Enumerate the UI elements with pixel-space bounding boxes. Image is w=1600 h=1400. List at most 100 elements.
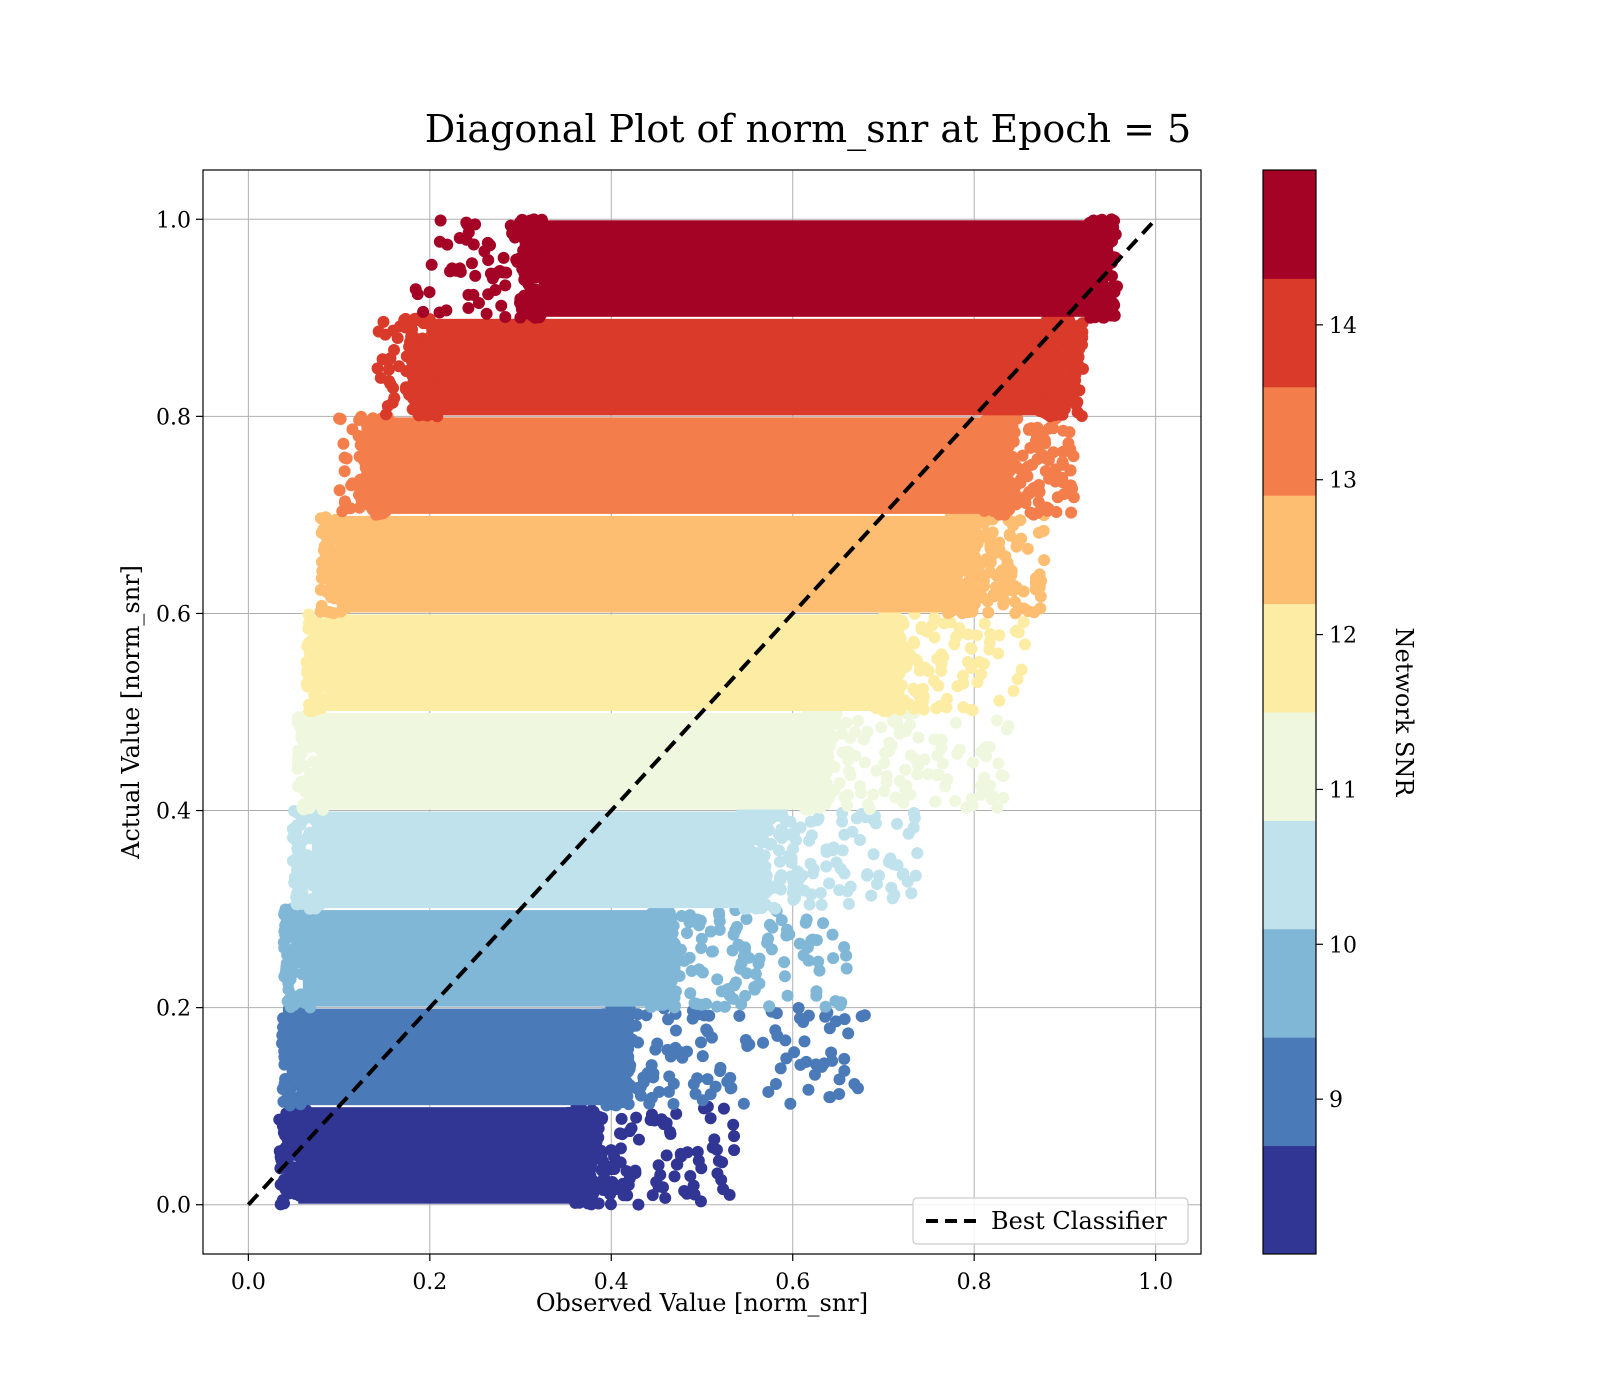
scatter-point <box>1047 422 1060 435</box>
scatter-band-core <box>311 811 748 909</box>
scatter-point <box>1055 333 1068 346</box>
scatter-point <box>964 641 977 654</box>
scatter-point <box>433 306 446 319</box>
scatter-point <box>489 283 502 296</box>
scatter-point <box>1001 428 1014 441</box>
scatter-point <box>425 258 438 271</box>
scatter-point <box>284 1169 297 1182</box>
x-axis-label: Observed Value [norm_snr] <box>536 1289 868 1317</box>
scatter-point <box>757 876 770 889</box>
scatter-point <box>323 540 336 553</box>
scatter-point <box>506 227 519 240</box>
scatter-point <box>281 1127 294 1140</box>
scatter-point <box>820 860 833 873</box>
scatter-point <box>630 1111 643 1124</box>
scatter-point <box>999 505 1012 518</box>
scatter-point <box>413 339 426 352</box>
scatter-point <box>1023 486 1036 499</box>
colorbar-segment <box>1263 712 1316 821</box>
scatter-point <box>661 1043 674 1056</box>
scatter-point <box>762 932 775 945</box>
scatter-band-core <box>300 1008 612 1106</box>
scatter-point <box>281 1087 294 1100</box>
scatter-point <box>362 417 375 430</box>
scatter-point <box>891 817 904 830</box>
scatter-point <box>787 842 800 855</box>
scatter-point <box>907 807 920 820</box>
scatter-point <box>939 780 952 793</box>
scatter-point <box>695 942 708 955</box>
scatter-point <box>765 837 778 850</box>
scatter-point <box>886 892 899 905</box>
scatter-point <box>495 299 508 312</box>
scatter-point <box>288 998 301 1011</box>
scatter-point <box>423 286 436 299</box>
scatter-point <box>877 693 890 706</box>
scatter-point <box>987 432 1000 445</box>
scatter-point <box>960 801 973 814</box>
scatter-point <box>1017 616 1030 629</box>
scatter-point <box>694 1036 707 1049</box>
scatter-point <box>901 645 914 658</box>
scatter-point <box>316 743 329 756</box>
scatter-point <box>651 969 664 982</box>
scatter-point <box>812 812 825 825</box>
scatter-point <box>804 748 817 761</box>
scatter-point <box>283 1183 296 1196</box>
scatter-point <box>757 850 770 863</box>
scatter-band <box>314 509 1051 620</box>
scatter-point <box>858 756 871 769</box>
scatter-point <box>393 360 406 373</box>
scatter-point <box>423 335 436 348</box>
scatter-point <box>979 740 992 753</box>
scatter-point <box>322 565 335 578</box>
scatter-point <box>1006 450 1019 463</box>
scatter-point <box>668 961 681 974</box>
scatter-point <box>298 1162 311 1175</box>
scatter-point <box>683 951 696 964</box>
scatter-band <box>300 607 1031 718</box>
scatter-point <box>800 1055 813 1068</box>
scatter-point <box>812 955 825 968</box>
diagonal-line-layer <box>246 217 1158 1207</box>
scatter-point <box>399 383 412 396</box>
scatter-point <box>684 1169 697 1182</box>
scatter-point <box>928 733 941 746</box>
scatter-point <box>844 880 857 893</box>
scatter-point <box>966 580 979 593</box>
scatter-point <box>338 451 351 464</box>
scatter-point <box>713 923 726 936</box>
scatter-point <box>282 983 295 996</box>
scatter-point <box>1034 602 1047 615</box>
scatter-point <box>914 660 927 673</box>
scatter-point <box>708 1133 721 1146</box>
legend: Best Classifier <box>912 1197 1189 1245</box>
scatter-point <box>616 1128 629 1141</box>
scatter-point <box>1018 495 1031 508</box>
scatter-point <box>954 528 967 541</box>
scatter-point <box>290 926 303 939</box>
scatter-point <box>899 763 912 776</box>
scatter-point <box>688 1188 701 1201</box>
chart-title: Diagonal Plot of norm_snr at Epoch = 5 <box>425 107 1191 152</box>
scatter-point <box>975 668 988 681</box>
scatter-point <box>1093 262 1106 275</box>
scatter-point <box>668 938 681 951</box>
scatter-point <box>1024 441 1037 454</box>
scatter-point <box>984 556 997 569</box>
scatter-point <box>780 815 793 828</box>
scatter-point <box>1063 341 1076 354</box>
scatter-point <box>434 214 447 227</box>
colorbar-tick-label: 13 <box>1329 469 1357 494</box>
scatter-point <box>1015 602 1028 615</box>
scatter-point <box>685 965 698 978</box>
scatter-point <box>293 886 306 899</box>
scatter-point <box>704 1112 717 1125</box>
scatter-point <box>836 844 849 857</box>
scatter-point <box>711 973 724 986</box>
scatter-point <box>988 590 1001 603</box>
scatter-point <box>300 655 313 668</box>
scatter-point <box>325 647 338 660</box>
scatter-point <box>966 549 979 562</box>
scatter-point <box>1011 461 1024 474</box>
